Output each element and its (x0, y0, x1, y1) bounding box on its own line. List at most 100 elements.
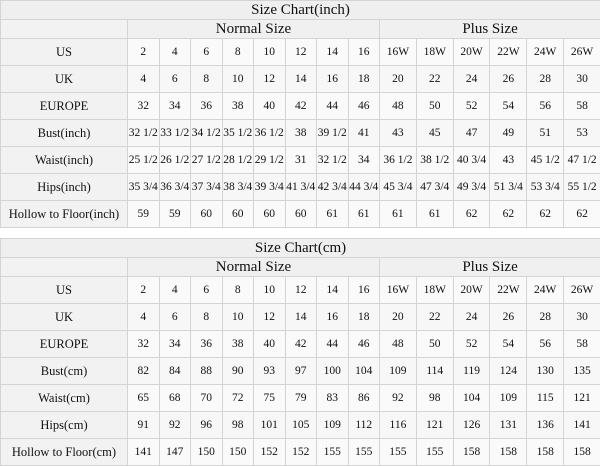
size-cell: 16 (348, 39, 380, 66)
size-cell: 56 (527, 331, 564, 358)
size-cell: 14 (285, 66, 317, 93)
row-label: Bust(inch) (1, 120, 128, 147)
size-cell: 130 (527, 358, 564, 385)
size-cell: 101 (254, 412, 286, 439)
size-cell: 79 (285, 385, 317, 412)
size-cell: 16 (317, 66, 349, 93)
row-label: Hollow to Floor(cm) (1, 439, 128, 466)
size-cell: 58 (564, 331, 600, 358)
group-header: Normal Size (128, 20, 380, 39)
size-cell: 59 (159, 201, 191, 228)
size-cell: 68 (159, 385, 191, 412)
size-cell: 22 (416, 304, 453, 331)
size-cell: 158 (490, 439, 527, 466)
size-cell: 42 (285, 93, 317, 120)
size-cell: 12 (254, 66, 286, 93)
row-label: Waist(inch) (1, 147, 128, 174)
size-cell: 61 (317, 201, 349, 228)
row-label: Hips(inch) (1, 174, 128, 201)
size-cell: 36 (191, 93, 223, 120)
size-cell: 46 (348, 331, 380, 358)
size-cell: 29 1/2 (254, 147, 286, 174)
size-cell: 54 (490, 331, 527, 358)
size-cell: 55 1/2 (564, 174, 600, 201)
size-cell: 84 (159, 358, 191, 385)
size-cell: 53 (564, 120, 600, 147)
size-cell: 62 (564, 201, 600, 228)
size-cell: 158 (564, 439, 600, 466)
size-cell: 60 (285, 201, 317, 228)
size-cell: 36 1/2 (380, 147, 417, 174)
size-cell: 42 3/4 (317, 174, 349, 201)
size-cell: 93 (254, 358, 286, 385)
row-label: US (1, 39, 128, 66)
size-cell: 38 1/2 (416, 147, 453, 174)
size-cell: 36 3/4 (159, 174, 191, 201)
size-cell: 45 3/4 (380, 174, 417, 201)
size-cell: 4 (128, 304, 160, 331)
size-cell: 100 (317, 358, 349, 385)
group-header: Plus Size (380, 258, 600, 277)
size-cell: 155 (348, 439, 380, 466)
size-cell: 60 (191, 201, 223, 228)
size-cell: 51 (527, 120, 564, 147)
size-cell: 141 (128, 439, 160, 466)
title-row: Size Chart(inch) (1, 1, 600, 20)
size-cell: 60 (254, 201, 286, 228)
size-cell: 34 (159, 93, 191, 120)
size-cell: 158 (453, 439, 490, 466)
size-cell: 62 (453, 201, 490, 228)
size-cell: 40 3/4 (453, 147, 490, 174)
size-cell: 54 (490, 93, 527, 120)
size-cell: 42 (285, 331, 317, 358)
size-cell: 96 (191, 412, 223, 439)
size-cell: 32 1/2 (128, 120, 160, 147)
row-label: UK (1, 304, 128, 331)
size-cell: 48 (380, 93, 417, 120)
size-cell: 10 (222, 66, 254, 93)
size-cell: 30 (564, 304, 600, 331)
group-header: Normal Size (128, 258, 380, 277)
size-cell: 65 (128, 385, 160, 412)
size-cell: 40 (254, 93, 286, 120)
size-cell: 155 (416, 439, 453, 466)
row-label: Bust(cm) (1, 358, 128, 385)
size-cell: 50 (416, 331, 453, 358)
size-cell: 35 3/4 (128, 174, 160, 201)
group-header: Plus Size (380, 20, 600, 39)
size-cell: 75 (254, 385, 286, 412)
size-cell: 38 3/4 (222, 174, 254, 201)
row-label: UK (1, 66, 128, 93)
size-cell: 8 (191, 304, 223, 331)
size-cell: 41 3/4 (285, 174, 317, 201)
size-cell: 28 1/2 (222, 147, 254, 174)
size-cell: 62 (527, 201, 564, 228)
size-cell: 32 1/2 (317, 147, 349, 174)
size-cell: 112 (348, 412, 380, 439)
size-cell: 22W (490, 277, 527, 304)
size-cell: 152 (254, 439, 286, 466)
size-cell: 34 1/2 (191, 120, 223, 147)
size-cell: 86 (348, 385, 380, 412)
size-cell: 36 (191, 331, 223, 358)
size-cell: 49 3/4 (453, 174, 490, 201)
size-cell: 48 (380, 331, 417, 358)
size-cell: 51 3/4 (490, 174, 527, 201)
size-cell: 20 (380, 66, 417, 93)
size-cell: 39 1/2 (317, 120, 349, 147)
size-cell: 135 (564, 358, 600, 385)
size-cell: 20W (453, 277, 490, 304)
size-cell: 58 (564, 93, 600, 120)
size-cell: 12 (285, 39, 317, 66)
size-cell: 109 (380, 358, 417, 385)
size-cell: 41 (348, 120, 380, 147)
size-cell: 6 (159, 66, 191, 93)
size-cell: 90 (222, 358, 254, 385)
